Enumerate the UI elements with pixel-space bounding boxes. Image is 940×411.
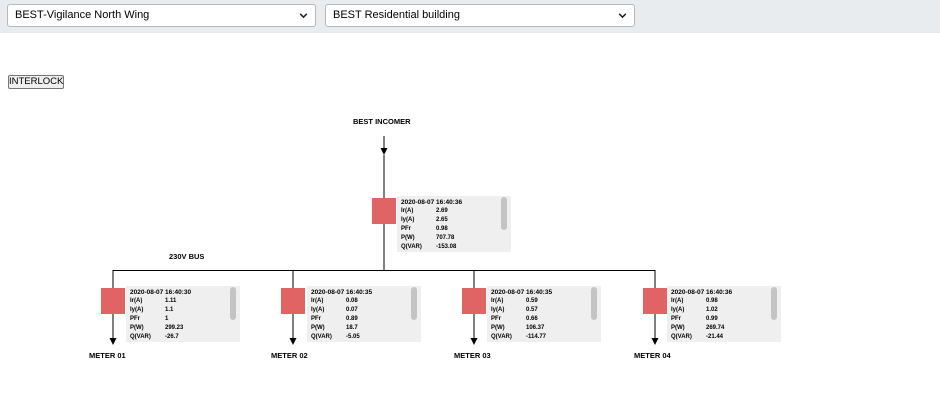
meter-01-label: METER 01 <box>89 351 126 360</box>
feeder-drop-4 <box>651 270 659 345</box>
meter-04-breaker[interactable] <box>643 288 667 314</box>
reading-timestamp: 2020-08-07 16:40:30 <box>130 289 192 296</box>
meter-04-label: METER 04 <box>634 351 671 360</box>
meter-02-label: METER 02 <box>271 351 308 360</box>
meter-arrow <box>470 338 478 345</box>
meter-03-readings-panel: 2020-08-07 16:40:35 Ir(A) 0.59 Iy(A) 0.57 … <box>487 286 601 342</box>
panel-scrollbar[interactable] <box>230 287 236 320</box>
feeder-drop-1 <box>109 270 117 345</box>
panel-scrollbar[interactable] <box>411 287 417 320</box>
feeder-drop-2 <box>289 270 297 345</box>
reading-timestamp: 2020-08-07 16:40:35 <box>491 289 553 296</box>
chevron-down-icon <box>618 13 627 19</box>
panel-scrollbar[interactable] <box>591 287 597 320</box>
panel-scrollbar[interactable] <box>771 287 777 320</box>
bus-label: 230V BUS <box>169 252 205 261</box>
filter-bar: BEST-Vigilance North Wing BEST Residenti… <box>0 0 940 33</box>
reading-timestamp: 2020-08-07 16:40:36 <box>401 199 463 206</box>
panel-scrollbar[interactable] <box>501 197 507 230</box>
chevron-down-icon <box>299 13 308 19</box>
meter-arrow <box>651 338 659 345</box>
meter-01-readings-panel: 2020-08-07 16:40:30 Ir(A) 1.11 Iy(A) 1.1 P… <box>126 286 240 342</box>
meter-03-label: METER 03 <box>454 351 491 360</box>
incomer-label: BEST INCOMER <box>353 117 411 126</box>
meter-arrow <box>289 338 297 345</box>
site-select[interactable]: BEST-Vigilance North Wing <box>7 4 316 27</box>
feeder-drop-3 <box>470 270 478 345</box>
incomer-readings-panel: 2020-08-07 16:40:36 Ir(A) 2.69 Iy(A) 2.65 … <box>397 196 511 252</box>
incomer-breaker[interactable] <box>372 198 396 224</box>
meter-04-readings-panel: 2020-08-07 16:40:36 Ir(A) 0.98 Iy(A) 1.02 … <box>667 286 781 342</box>
meter-01-breaker[interactable] <box>101 288 125 314</box>
meter-02-breaker[interactable] <box>281 288 305 314</box>
building-select-value: BEST Residential building <box>333 9 460 21</box>
meter-arrow <box>109 338 117 345</box>
reading-timestamp: 2020-08-07 16:40:35 <box>311 289 373 296</box>
incomer-arrow <box>380 148 388 155</box>
site-select-value: BEST-Vigilance North Wing <box>15 9 150 21</box>
reading-timestamp: 2020-08-07 16:40:36 <box>671 289 733 296</box>
interlock-button[interactable]: INTERLOCK <box>8 75 64 89</box>
building-select[interactable]: BEST Residential building <box>325 4 635 27</box>
meter-02-readings-panel: 2020-08-07 16:40:35 Ir(A) 0.08 Iy(A) 0.07 … <box>307 286 421 342</box>
meter-03-breaker[interactable] <box>462 288 486 314</box>
